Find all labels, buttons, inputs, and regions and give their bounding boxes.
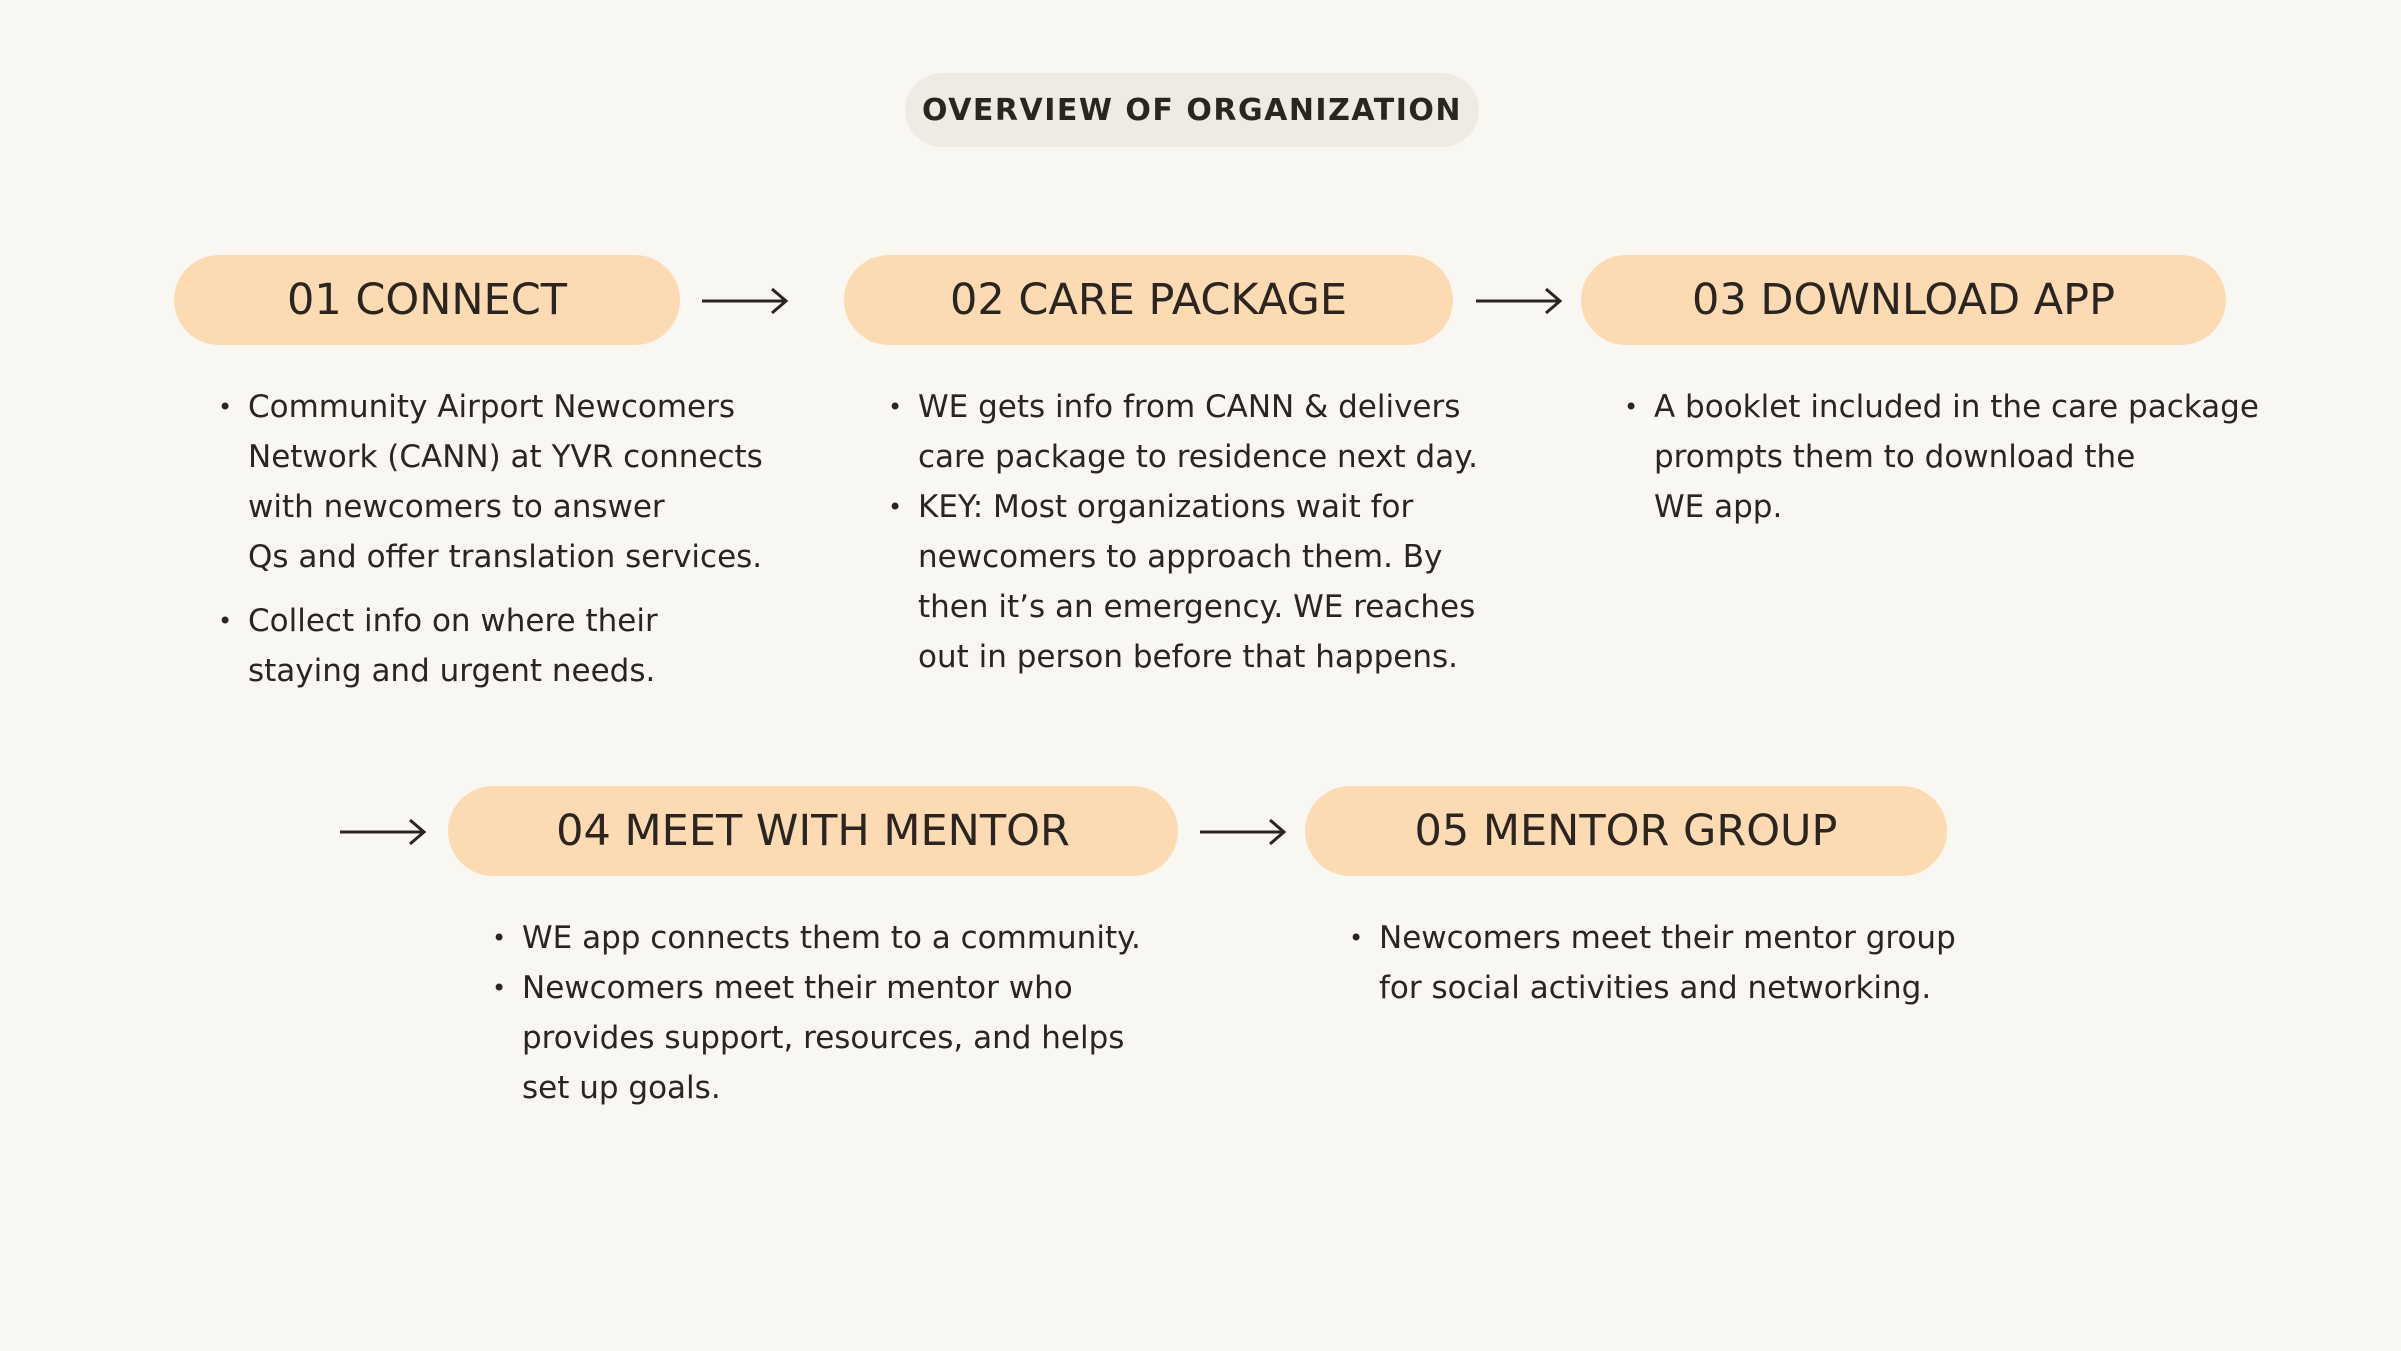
bullet-item: Collect info on where their staying and …	[218, 596, 778, 696]
bullet-item: WE gets info from CANN & delivers care p…	[888, 382, 1488, 482]
bullet-item: Community Airport Newcomers Network (CAN…	[218, 382, 778, 582]
page-title: OVERVIEW OF ORGANIZATION	[905, 73, 1479, 147]
step-03-bullets: A booklet included in the care package p…	[1624, 382, 2284, 532]
step-04-meet-with-mentor: 04 MEET WITH MENTOR	[448, 786, 1178, 876]
arrow-right-icon	[1474, 281, 1564, 321]
step-03-download-app: 03 DOWNLOAD APP	[1581, 255, 2226, 345]
bullet-item: WE app connects them to a community.	[492, 913, 1152, 963]
step-02-bullets: WE gets info from CANN & delivers care p…	[888, 382, 1488, 682]
step-05-mentor-group: 05 MENTOR GROUP	[1305, 786, 1947, 876]
arrow-right-icon	[1198, 812, 1288, 852]
step-01-connect: 01 CONNECT	[174, 255, 680, 345]
step-04-bullets: WE app connects them to a community. New…	[492, 913, 1152, 1113]
bullet-item: KEY: Most organizations wait for newcome…	[888, 482, 1488, 682]
bullet-item: Newcomers meet their mentor who provides…	[492, 963, 1152, 1113]
bullet-item: A booklet included in the care package p…	[1624, 382, 2284, 532]
step-02-care-package: 02 CARE PACKAGE	[844, 255, 1453, 345]
arrow-right-icon	[338, 812, 428, 852]
step-01-bullets: Community Airport Newcomers Network (CAN…	[218, 382, 778, 696]
step-05-bullets: Newcomers meet their mentor group for so…	[1349, 913, 1969, 1013]
bullet-item: Newcomers meet their mentor group for so…	[1349, 913, 1969, 1013]
arrow-right-icon	[700, 281, 790, 321]
